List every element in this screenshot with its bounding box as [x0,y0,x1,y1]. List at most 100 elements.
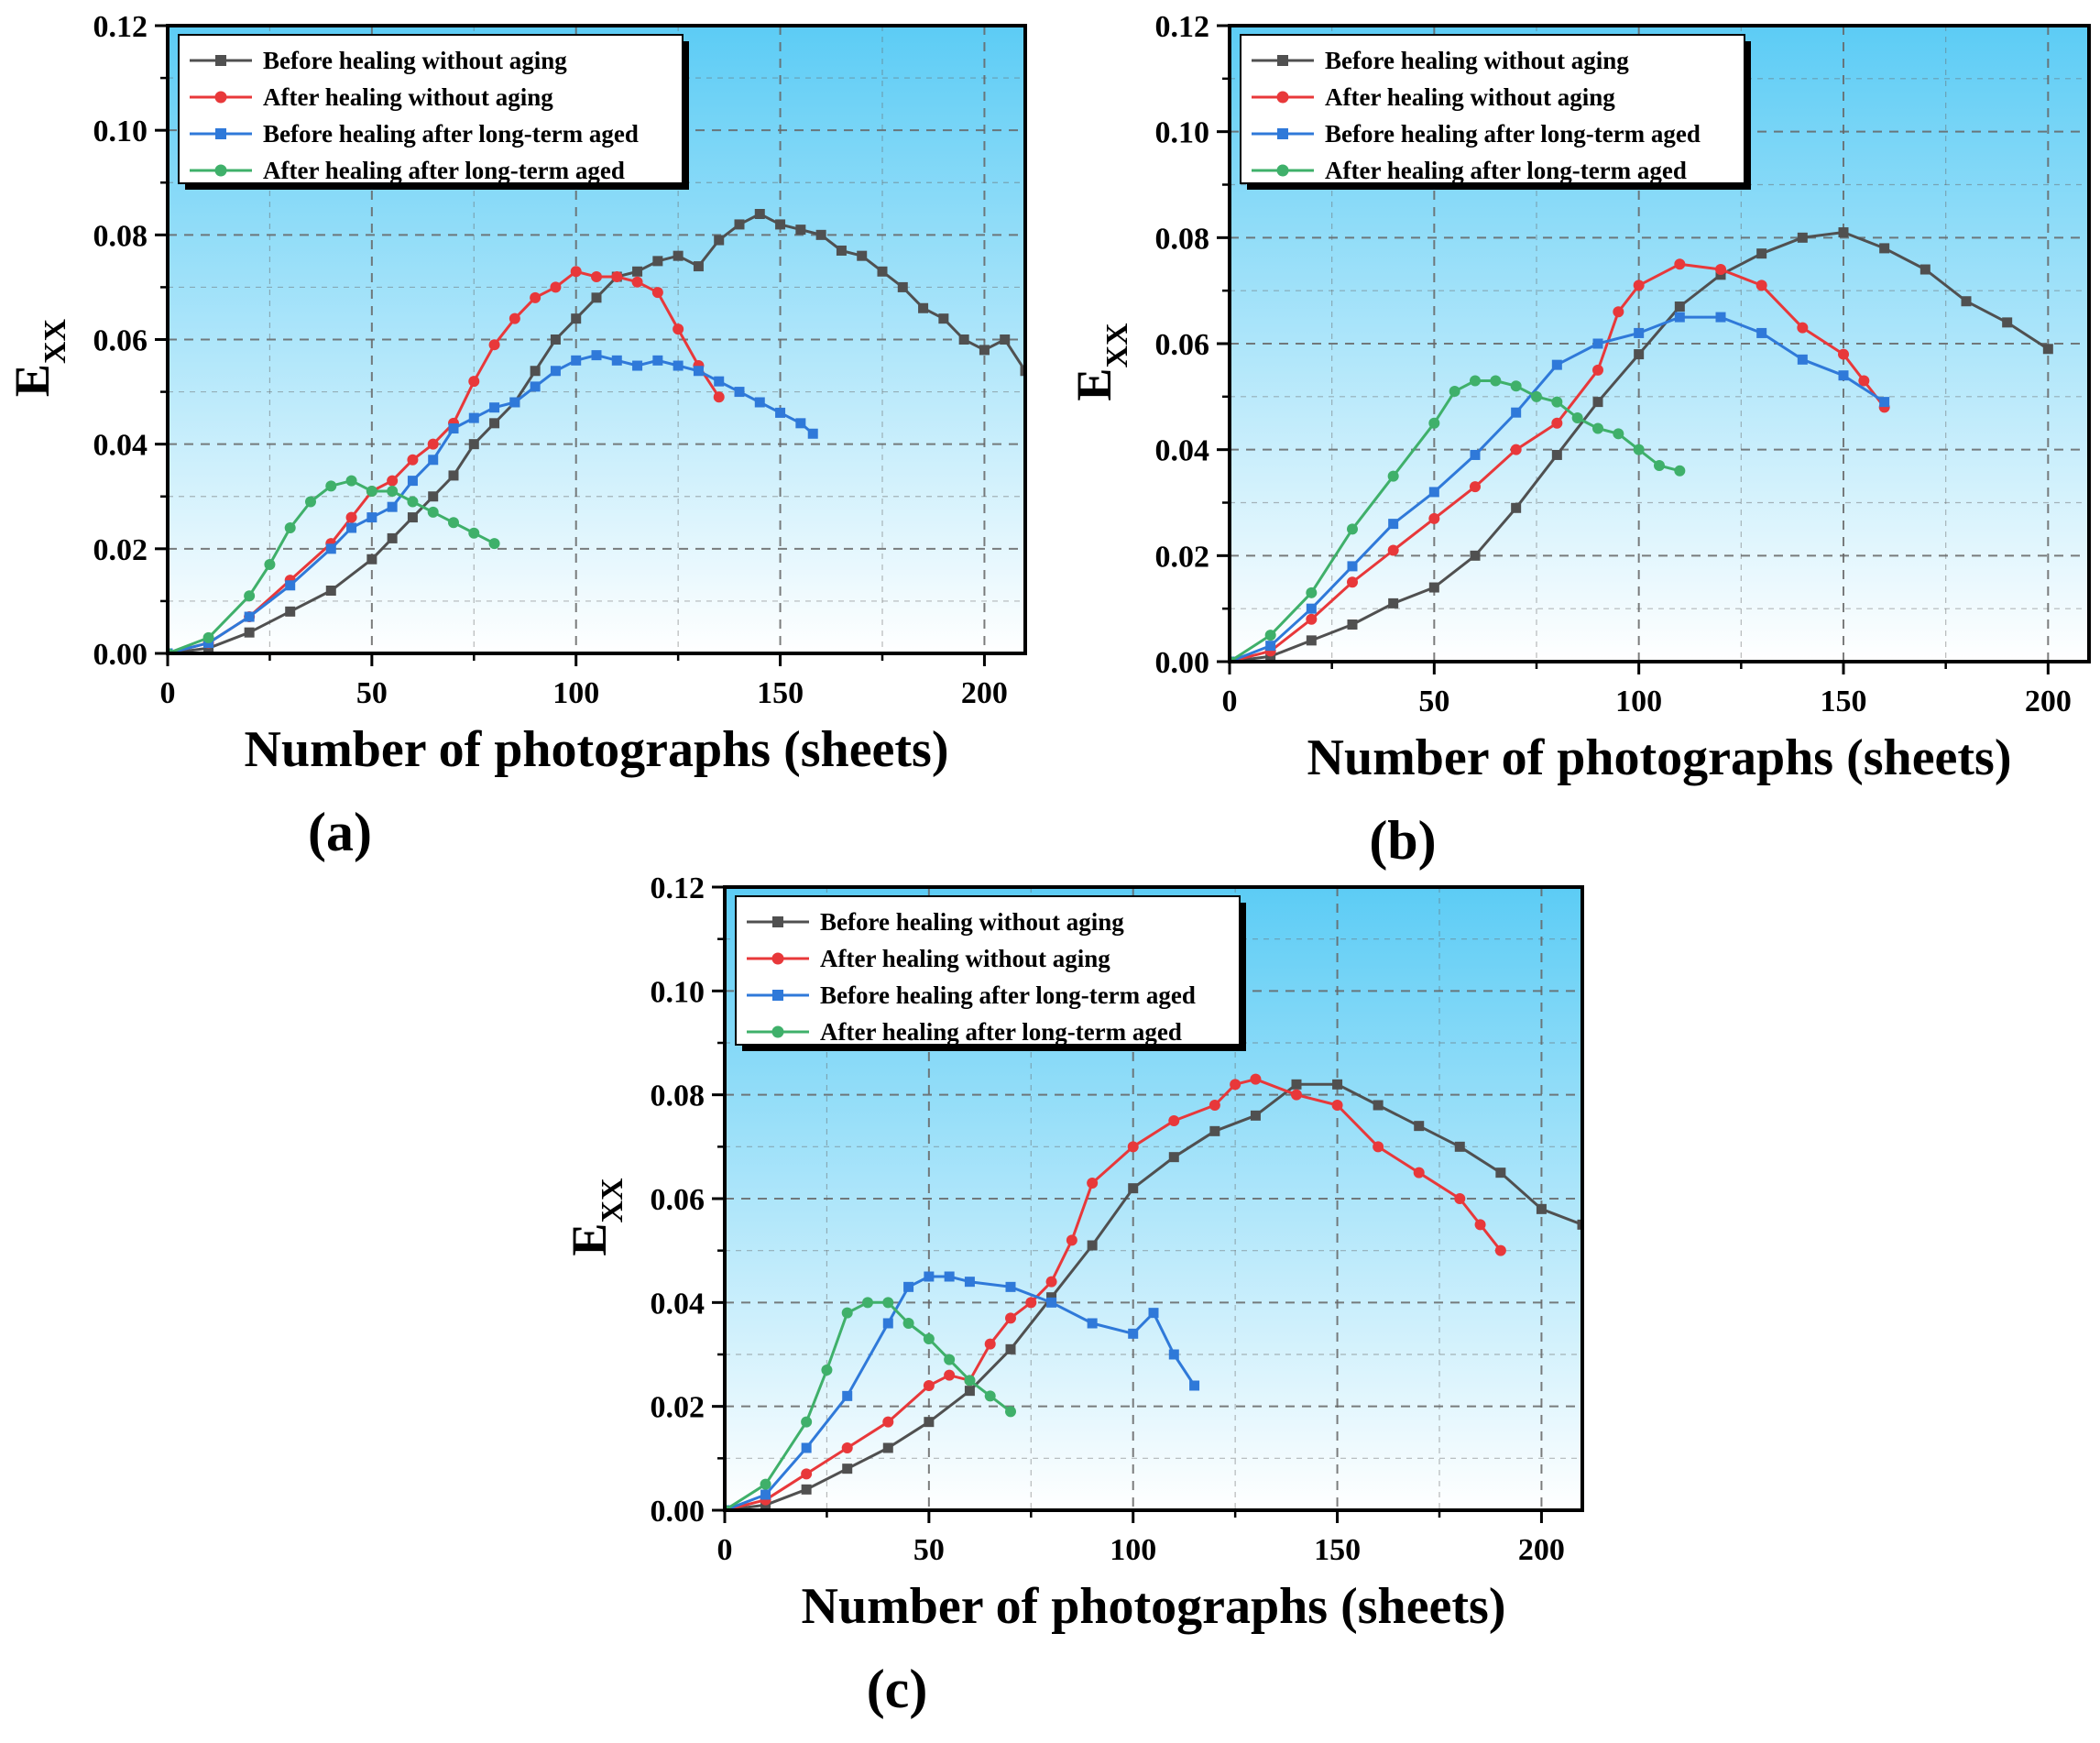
series-3 [168,350,818,653]
y-axis-title: EXX [562,1178,629,1256]
data-point [1511,502,1522,513]
data-point [1511,407,1522,418]
data-point [862,1297,873,1309]
data-point [345,511,357,523]
x-tick-label: 100 [1110,1533,1156,1567]
legend-label: After healing without aging [820,945,1110,972]
legend-label: After healing after long-term aged [263,157,625,184]
data-point [345,475,357,487]
data-point [448,470,459,481]
data-point [1797,354,1808,365]
data-point [882,1318,893,1329]
data-point [1571,411,1583,423]
data-point [924,1417,935,1428]
data-point [1633,280,1645,291]
x-tick-label: 200 [1518,1533,1565,1567]
data-point [325,586,336,596]
y-tick-label: 0.10 [93,115,148,148]
data-point [1148,1308,1159,1319]
legend-marker [1277,55,1288,66]
data-point [1494,1244,1506,1256]
data-point [1838,348,1849,360]
axis-ticks: 0.00 0.02 0.04 0.06 0.08 0.10 0.12 0 50 100 150 200 [93,10,1008,710]
data-point [632,266,643,277]
x-tick-label: 0 [717,1533,733,1567]
data-point [651,287,663,299]
panel-label: (c) [867,1659,928,1719]
data-point [407,476,418,487]
data-point [1797,232,1808,243]
data-point [882,1442,893,1453]
data-point [652,355,663,366]
data-point [428,455,439,466]
data-point [1306,603,1317,614]
data-point [714,376,725,387]
data-point [632,360,643,371]
data-point [882,1297,894,1309]
data-point [591,350,602,361]
series-2 [725,1073,1506,1510]
data-point [923,1380,935,1391]
data-point [1005,1406,1016,1418]
data-point [1474,1219,1486,1231]
data-point [489,418,500,429]
data-point [1347,561,1358,572]
data-point [407,496,419,508]
data-point [1388,519,1399,530]
data-point [1005,1312,1016,1324]
data-point [693,261,704,272]
data-point [1551,396,1563,408]
data-point [795,225,806,236]
series-1 [1230,227,2053,662]
y-tick-label: 0.00 [93,638,148,672]
data-point [530,366,541,377]
legend: Before healing without aging After healin… [735,895,1246,1051]
data-point [1879,243,1890,254]
data-point [1373,1100,1384,1111]
y-tick-label: 0.06 [651,1183,705,1217]
data-point [842,1390,853,1401]
data-point [1633,444,1645,455]
y-tick-label: 0.12 [93,10,148,44]
data-point [1592,364,1603,376]
y-tick-label: 0.10 [1155,116,1210,150]
x-axis-title: Number of photographs (sheets) [245,721,949,778]
data-point [652,256,663,267]
chart-svg: 0.00 0.02 0.04 0.06 0.08 0.10 0.12 0 50 100 150 200… [5,10,1027,862]
data-point [903,1281,914,1292]
series-line [725,1078,1503,1510]
legend-marker [1276,91,1289,104]
legend-marker [771,1025,784,1038]
data-point [1654,460,1665,472]
legend-marker [772,916,783,927]
data-point [407,454,419,466]
legend-marker [215,128,226,139]
data-point [591,271,602,282]
data-point [1189,1380,1200,1391]
data-point [1715,264,1726,276]
data-point [1347,523,1358,535]
y-axis-title-main: E [1066,368,1121,401]
axis-ticks: 0.00 0.02 0.04 0.06 0.08 0.10 0.12 0 50 100 150 200 [651,872,1565,1567]
y-tick-label: 0.08 [651,1080,705,1113]
data-point [468,527,480,539]
data-point [1715,312,1726,323]
legend-label: Before healing without aging [1325,47,1629,74]
data-point [754,397,765,408]
data-point [2002,317,2013,328]
data-point [387,475,399,487]
legend-marker [1277,128,1288,139]
data-point [407,512,418,523]
data-point [1454,1141,1465,1152]
y-tick-label: 0.12 [1155,10,1210,44]
data-point [1674,301,1685,312]
data-point [1755,280,1767,291]
data-point [693,366,704,377]
data-point [924,1271,935,1282]
data-point [897,281,908,292]
legend: Before healing without aging After healin… [1240,34,1751,190]
data-point [1209,1125,1220,1136]
data-point [1168,1115,1180,1126]
data-point [550,281,562,293]
x-tick-label: 100 [552,676,599,710]
